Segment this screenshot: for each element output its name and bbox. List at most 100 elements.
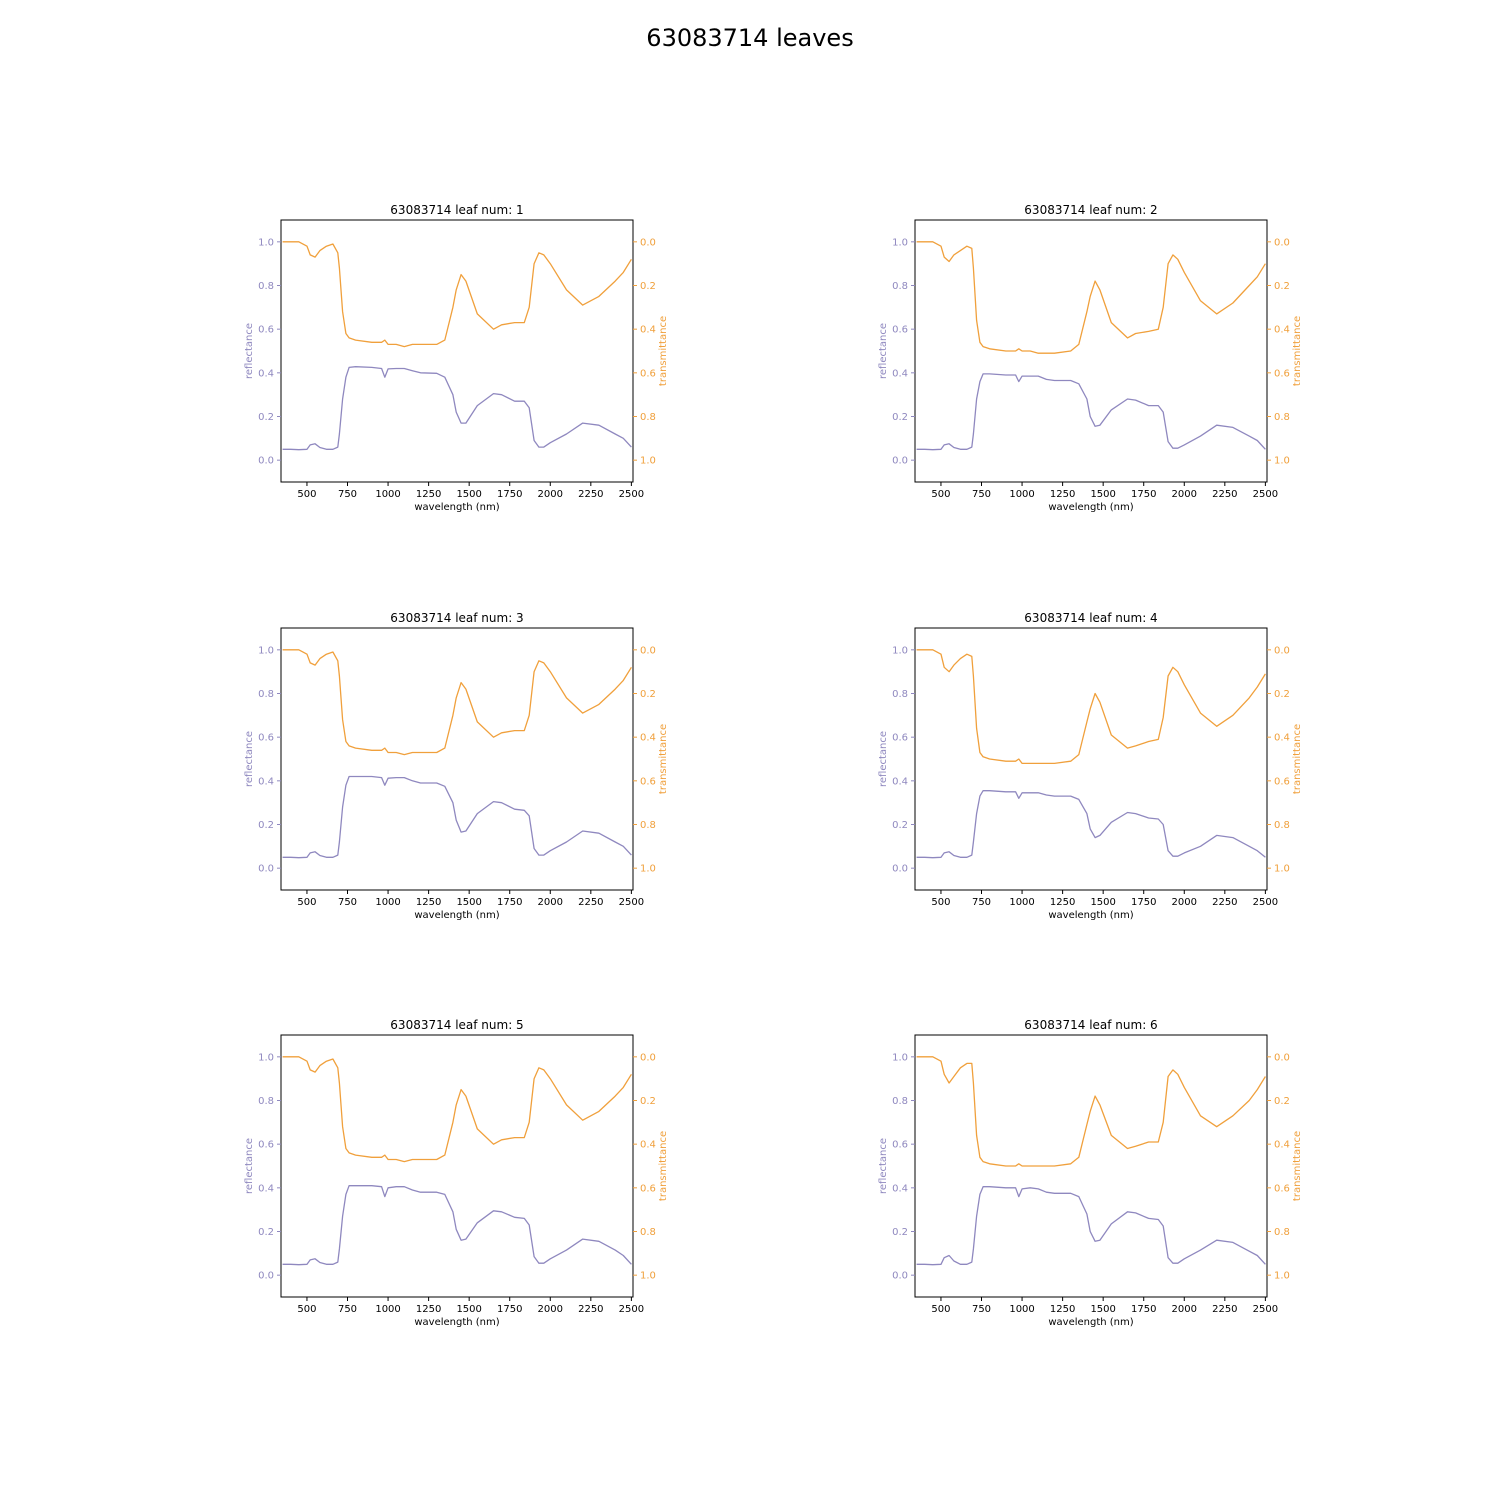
y-tick-label: 0.4 — [258, 1183, 274, 1194]
y-tick-label: 0.2 — [258, 412, 274, 423]
y2-tick-label: 0.6 — [640, 368, 656, 379]
transmittance-line — [916, 241, 1266, 354]
y-tick-label: 0.8 — [892, 281, 908, 292]
x-tick-label: 1500 — [1090, 897, 1115, 908]
y2-axis-label: transmittance — [1292, 724, 1303, 794]
x-tick-label: 2000 — [1172, 897, 1197, 908]
x-tick-label: 1000 — [1009, 1304, 1034, 1315]
y2-tick-label: 0.2 — [640, 689, 656, 700]
subplot-title: 63083714 leaf num: 5 — [390, 1018, 523, 1032]
y2-tick-label: 0.4 — [1274, 1140, 1290, 1151]
subplot-6: 63083714 leaf num: 6 500 750 1000 1250 1500 17… — [878, 1018, 1303, 1328]
y2-tick-label: 0.8 — [1274, 412, 1290, 423]
x-tick-label: 500 — [297, 489, 316, 500]
x-tick-label: 750 — [338, 489, 357, 500]
x-tick-label: 1500 — [1090, 489, 1115, 500]
y2-axis-label: transmittance — [1292, 1131, 1303, 1201]
y-tick-label: 1.0 — [892, 237, 908, 248]
subplot-3: 63083714 leaf num: 3 500 750 1000 1250 1500 17… — [244, 611, 669, 921]
y2-tick-label: 0.0 — [1274, 645, 1290, 656]
x-tick-label: 2000 — [538, 489, 563, 500]
y2-tick-label: 0.8 — [1274, 1227, 1290, 1238]
axes-frame — [280, 627, 634, 891]
y2-tick-label: 1.0 — [1274, 1271, 1290, 1282]
x-tick-label: 1500 — [456, 489, 481, 500]
axes-frame — [914, 627, 1268, 891]
subplot-2: 63083714 leaf num: 2 500 750 1000 1250 1500 17… — [878, 203, 1303, 513]
reflectance-line — [916, 1186, 1266, 1266]
y-tick-label: 0.4 — [892, 368, 908, 379]
y2-axis-label: transmittance — [658, 1131, 669, 1201]
axes-frame — [914, 1034, 1268, 1298]
x-tick-label: 1750 — [497, 489, 522, 500]
x-tick-label: 2000 — [1172, 489, 1197, 500]
x-tick-label: 1000 — [375, 1304, 400, 1315]
x-tick-label: 2250 — [578, 1304, 603, 1315]
transmittance-line — [282, 649, 632, 756]
y2-tick-label: 0.8 — [640, 1227, 656, 1238]
y-tick-label: 0.8 — [258, 281, 274, 292]
x-tick-label: 750 — [972, 1304, 991, 1315]
x-tick-label: 750 — [338, 1304, 357, 1315]
y2-tick-label: 0.2 — [1274, 281, 1290, 292]
y-tick-label: 0.8 — [258, 1096, 274, 1107]
y2-tick-label: 0.4 — [640, 1140, 656, 1151]
subplot-title: 63083714 leaf num: 2 — [1024, 203, 1157, 217]
axes-frame — [914, 219, 1268, 483]
x-tick-label: 2000 — [1172, 1304, 1197, 1315]
x-tick-label: 1250 — [416, 489, 441, 500]
subplot-5: 63083714 leaf num: 5 500 750 1000 1250 1500 17… — [244, 1018, 669, 1328]
y2-axis-label: transmittance — [658, 724, 669, 794]
y2-tick-label: 0.0 — [640, 645, 656, 656]
x-tick-label: 1250 — [416, 897, 441, 908]
x-tick-label: 1250 — [1050, 489, 1075, 500]
x-axis-label: wavelength (nm) — [1048, 502, 1133, 513]
y-tick-label: 0.6 — [258, 325, 274, 336]
y-tick-label: 0.4 — [892, 1183, 908, 1194]
y-tick-label: 0.2 — [892, 412, 908, 423]
reflectance-line — [916, 790, 1266, 859]
y-tick-label: 0.6 — [892, 733, 908, 744]
y-tick-label: 0.4 — [258, 776, 274, 787]
y2-axis-label: transmittance — [658, 316, 669, 386]
x-tick-label: 2500 — [619, 489, 644, 500]
y2-tick-label: 1.0 — [1274, 456, 1290, 467]
subplot-title: 63083714 leaf num: 3 — [390, 611, 523, 625]
x-tick-label: 1750 — [497, 1304, 522, 1315]
y2-tick-label: 0.4 — [1274, 733, 1290, 744]
y2-tick-label: 1.0 — [640, 864, 656, 875]
y2-tick-label: 1.0 — [1274, 864, 1290, 875]
y2-tick-label: 0.8 — [1274, 820, 1290, 831]
y-tick-label: 0.6 — [258, 733, 274, 744]
y-tick-label: 1.0 — [258, 237, 274, 248]
x-tick-label: 1000 — [375, 897, 400, 908]
y-axis-label: reflectance — [878, 731, 889, 787]
x-tick-label: 1750 — [1131, 897, 1156, 908]
y-tick-label: 0.8 — [892, 689, 908, 700]
x-tick-label: 1000 — [1009, 897, 1034, 908]
x-tick-label: 2500 — [1253, 897, 1278, 908]
x-axis-label: wavelength (nm) — [414, 910, 499, 921]
x-tick-label: 500 — [297, 897, 316, 908]
y-tick-label: 0.8 — [892, 1096, 908, 1107]
y2-tick-label: 0.6 — [640, 776, 656, 787]
x-axis-label: wavelength (nm) — [1048, 910, 1133, 921]
x-tick-label: 1250 — [1050, 897, 1075, 908]
y2-tick-label: 0.8 — [640, 820, 656, 831]
y2-tick-label: 0.0 — [640, 237, 656, 248]
y-tick-label: 0.0 — [258, 864, 274, 875]
x-tick-label: 1250 — [416, 1304, 441, 1315]
y-tick-label: 0.4 — [892, 776, 908, 787]
x-tick-label: 500 — [931, 1304, 950, 1315]
y-tick-label: 0.0 — [258, 456, 274, 467]
y2-tick-label: 0.0 — [1274, 1052, 1290, 1063]
transmittance-line — [916, 649, 1266, 765]
y2-tick-label: 0.2 — [640, 281, 656, 292]
y2-tick-label: 0.6 — [640, 1183, 656, 1194]
figure-title: 63083714 leaves — [646, 24, 854, 52]
x-tick-label: 2250 — [1212, 897, 1237, 908]
y-tick-label: 1.0 — [892, 645, 908, 656]
y2-tick-label: 0.6 — [1274, 1183, 1290, 1194]
y-tick-label: 0.6 — [892, 1140, 908, 1151]
y-axis-label: reflectance — [878, 323, 889, 379]
